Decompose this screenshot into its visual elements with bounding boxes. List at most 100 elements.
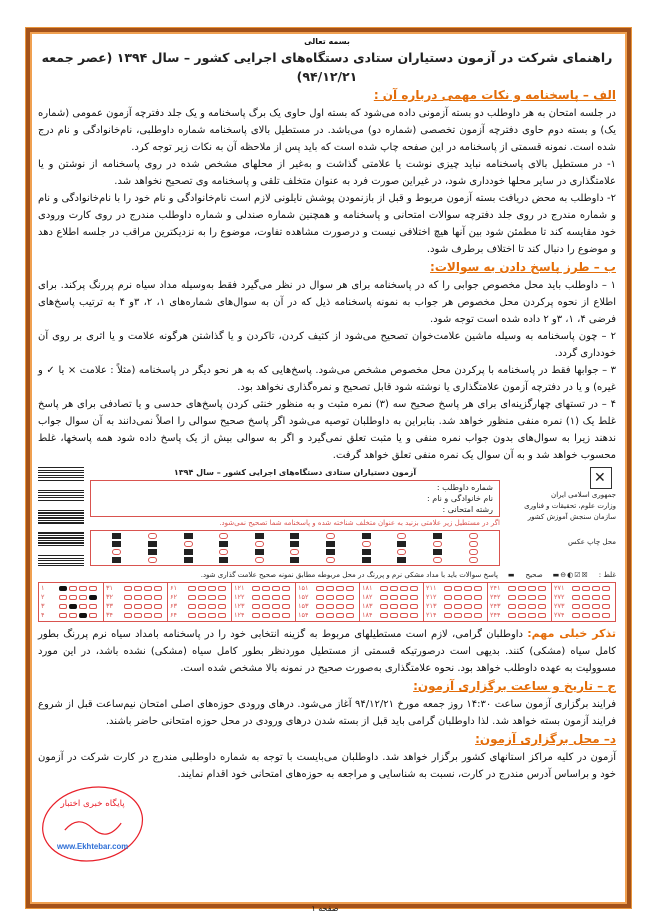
barcode-bar [38, 539, 84, 542]
answer-bubble [188, 613, 196, 618]
section-d-text: آزمون در کلیه مراکز استانهای کشور برگزار… [38, 752, 616, 780]
answer-column: ۲۱۱ ۲۱۲ ۲۱۳ ۲۱۴ [423, 583, 487, 621]
barcode-bar [38, 492, 84, 494]
answer-bubble [410, 586, 418, 591]
barcode-bar [38, 497, 84, 499]
answer-bubble [474, 613, 482, 618]
candidate-info-box: شماره داوطلب : نام خانوادگی و نام : رشته… [90, 480, 500, 517]
answer-bubble [464, 586, 472, 591]
code-cell-filled [112, 557, 122, 563]
barcode-bar [38, 512, 84, 514]
org-line-1: جمهوری اسلامی ایران [551, 491, 616, 499]
answer-bubble [602, 604, 610, 609]
code-cell-filled [397, 557, 407, 563]
answer-bubble [326, 595, 334, 600]
answer-bubble [336, 595, 344, 600]
bismillah: بسمه تعالی [304, 37, 350, 46]
answer-bubble [410, 613, 418, 618]
answer-bubble [464, 613, 472, 618]
answer-bubble [252, 586, 260, 591]
answer-bubble [582, 604, 590, 609]
answer-bubble [144, 604, 152, 609]
question-number: ۲۱۲ [426, 593, 437, 601]
answer-bubble [474, 595, 482, 600]
answer-row: ۱۸۳ [362, 602, 421, 611]
code-cell [183, 541, 193, 547]
code-cell-filled [433, 549, 443, 555]
answer-bubble [528, 595, 536, 600]
question-number: ۲۱۳ [426, 602, 437, 610]
barcode-bar [38, 499, 84, 501]
code-cell-filled [433, 533, 443, 539]
answer-row: ۱۵۳ [298, 602, 357, 611]
answer-row: ۲۷۴ [554, 611, 613, 620]
org-line-3: سازمان سنجش آموزش کشور [527, 513, 616, 521]
answer-column: ۲۷۱ ۲۷۲ ۲۷۳ ۲۷۴ [551, 583, 615, 621]
answer-bubble [528, 586, 536, 591]
answer-row: ۱۵۴ [298, 611, 357, 620]
answer-bubble [444, 613, 452, 618]
answer-bubble [79, 604, 87, 609]
answer-bubble [538, 604, 546, 609]
answer-bubble [134, 604, 142, 609]
answer-bubble [444, 604, 452, 609]
important-note: تذکر خیلی مهم: داوطلبان گرامی، لازم است … [38, 625, 616, 677]
answer-bubble [508, 613, 516, 618]
sheet-warning: اگر در مستطیل زیر علامتی بزنید به عنوان … [219, 519, 500, 527]
answer-row: ۱۸۲ [362, 593, 421, 602]
field-candidate-number: شماره داوطلب : [436, 483, 493, 492]
code-cell [147, 533, 157, 539]
answer-bubble [380, 604, 388, 609]
answer-bubble [528, 613, 536, 618]
answer-bubble [444, 595, 452, 600]
code-cell [468, 541, 478, 547]
answer-bubble [380, 586, 388, 591]
code-cell-filled [361, 533, 371, 539]
answer-bubble [89, 613, 97, 618]
answer-bubble [346, 595, 354, 600]
question-number: ۱۲۱ [234, 584, 245, 592]
answer-row: ۲۴۲ [490, 593, 549, 602]
note-label: تذکر خیلی مهم: [527, 627, 616, 640]
answer-bubble [602, 586, 610, 591]
page-number: صفحه ۱ [311, 904, 339, 913]
answer-bubble [124, 613, 132, 618]
answer-bubble [400, 595, 408, 600]
answer-row: ۱۲۴ [234, 611, 293, 620]
question-number: ۱۵۴ [298, 611, 309, 619]
answer-bubble [79, 595, 87, 600]
answer-bubble [282, 586, 290, 591]
sheet-title: آزمون دستیاران ستادی دستگاه‌های اجرایی ک… [173, 468, 417, 477]
question-number: ۱۸۱ [362, 584, 373, 592]
page-title: راهنمای شرکت در آزمون دستیاران ستادی دست… [41, 50, 613, 84]
question-number: ۶۴ [170, 611, 177, 619]
section-c-text: فرایند برگزاری آزمون ساعت ۱۴:۳۰ روز جمعه… [38, 699, 616, 727]
code-cell-filled [290, 533, 300, 539]
barcode-bar [38, 469, 84, 471]
answer-bubble [198, 586, 206, 591]
barcode-bar [38, 494, 84, 496]
section-b-heading: ب – طرز پاسخ دادن به سوالات: [430, 260, 616, 274]
answer-bubble [218, 604, 226, 609]
answer-bubble-filled [59, 586, 67, 591]
answer-bubble [208, 595, 216, 600]
answer-row: ۲۴۱ [490, 584, 549, 593]
code-cell [219, 533, 229, 539]
answer-bubble [79, 586, 87, 591]
answer-bubble [602, 613, 610, 618]
answer-bubble [454, 613, 462, 618]
answer-row: ۱۵۱ [298, 584, 357, 593]
section-b-item-1: ۱ – داوطلب باید محل مخصوص جوابی را که در… [38, 280, 617, 325]
answer-bubble [346, 586, 354, 591]
answer-column: ۲۴۱ ۲۴۲ ۲۴۳ ۲۴۴ [487, 583, 551, 621]
answer-bubble [464, 595, 472, 600]
question-number: ۶۱ [170, 584, 177, 592]
answer-bubble [124, 595, 132, 600]
barcode-bar [38, 555, 84, 557]
answer-bubble [518, 586, 526, 591]
code-cell-filled [326, 549, 336, 555]
question-number: ۴ [41, 611, 45, 619]
code-cell-filled [147, 549, 157, 555]
code-cell-filled [183, 533, 193, 539]
